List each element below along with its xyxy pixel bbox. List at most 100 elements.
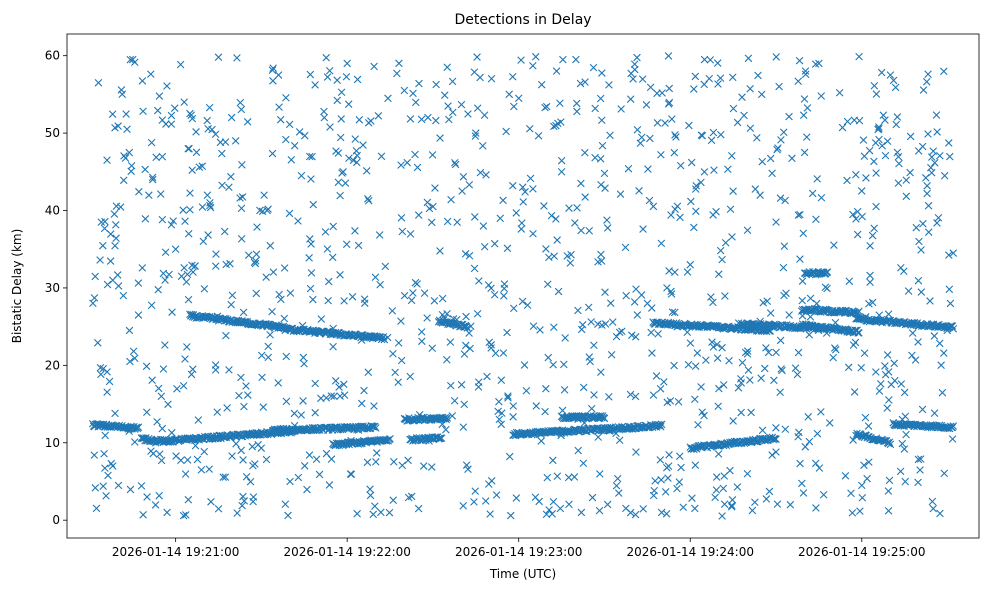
noise-marker-718 bbox=[182, 278, 191, 286]
noise-marker-1012 bbox=[220, 227, 229, 236]
noise-marker-807 bbox=[728, 73, 737, 82]
noise-marker-187 bbox=[135, 187, 143, 196]
noise-marker-354 bbox=[326, 123, 334, 131]
noise-marker-566 bbox=[918, 405, 927, 414]
noise-marker-518 bbox=[479, 222, 488, 230]
noise-marker-572 bbox=[306, 70, 315, 79]
noise-marker-245 bbox=[419, 462, 428, 470]
noise-marker-831 bbox=[179, 511, 188, 520]
noise-marker-197 bbox=[155, 491, 163, 500]
noise-marker-207 bbox=[496, 214, 505, 223]
noise-marker-1066 bbox=[213, 408, 222, 416]
noise-marker-724 bbox=[944, 139, 953, 147]
noise-marker-82 bbox=[751, 185, 760, 193]
track-4-marker-107 bbox=[376, 333, 385, 342]
noise-marker-970 bbox=[940, 469, 949, 478]
noise-marker-1072 bbox=[487, 341, 496, 349]
noise-marker-928 bbox=[320, 107, 328, 116]
noise-marker-341 bbox=[637, 291, 646, 299]
noise-marker-455 bbox=[613, 474, 622, 483]
track-4-marker-110 bbox=[379, 333, 388, 341]
noise-marker-41 bbox=[262, 273, 270, 281]
noise-marker-170 bbox=[471, 487, 480, 495]
noise-marker-311 bbox=[487, 284, 495, 293]
noise-marker-239 bbox=[914, 276, 923, 285]
noise-marker-728 bbox=[626, 390, 635, 399]
noise-marker-762 bbox=[881, 370, 890, 379]
noise-marker-263 bbox=[364, 368, 373, 377]
noise-marker-140 bbox=[785, 311, 793, 319]
noise-marker-381 bbox=[714, 450, 723, 458]
noise-marker-298 bbox=[914, 455, 923, 464]
noise-marker-3 bbox=[237, 105, 246, 114]
noise-marker-573 bbox=[906, 168, 914, 177]
noise-marker-716 bbox=[707, 136, 716, 145]
noise-marker-427 bbox=[679, 503, 688, 512]
noise-marker-901 bbox=[881, 116, 889, 124]
noise-marker-89 bbox=[589, 63, 598, 72]
noise-marker-812 bbox=[237, 235, 246, 243]
noise-marker-460 bbox=[857, 363, 866, 372]
noise-marker-852 bbox=[924, 228, 933, 236]
track-10-marker-21 bbox=[528, 430, 536, 439]
noise-marker-210 bbox=[740, 111, 748, 120]
noise-marker-232 bbox=[707, 293, 715, 301]
noise-marker-808 bbox=[388, 307, 397, 315]
noise-marker-670 bbox=[667, 290, 676, 298]
noise-marker-647 bbox=[556, 99, 564, 108]
noise-marker-678 bbox=[184, 229, 193, 238]
noise-marker-234 bbox=[690, 85, 698, 93]
noise-marker-893 bbox=[349, 156, 358, 165]
noise-marker-108 bbox=[928, 497, 937, 506]
noise-marker-250 bbox=[603, 500, 612, 509]
noise-marker-673 bbox=[158, 424, 167, 433]
noise-marker-610 bbox=[835, 88, 844, 97]
noise-marker-92 bbox=[336, 270, 344, 279]
noise-marker-352 bbox=[558, 406, 567, 415]
noise-marker-757 bbox=[228, 452, 236, 460]
noise-marker-289 bbox=[671, 131, 679, 139]
noise-marker-57 bbox=[96, 363, 105, 372]
noise-marker-1059 bbox=[638, 75, 647, 83]
noise-marker-833 bbox=[542, 510, 551, 519]
noise-marker-1024 bbox=[773, 500, 782, 508]
noise-marker-9 bbox=[838, 123, 847, 132]
noise-marker-281 bbox=[860, 349, 869, 357]
noise-marker-517 bbox=[243, 118, 252, 126]
noise-marker-735 bbox=[92, 504, 101, 513]
noise-marker-440 bbox=[734, 384, 743, 392]
detection-marker-47 bbox=[557, 168, 566, 176]
noise-marker-722 bbox=[607, 350, 616, 359]
noise-marker-151 bbox=[499, 196, 507, 205]
noise-marker-425 bbox=[285, 209, 294, 218]
detection-marker-27 bbox=[297, 171, 306, 180]
noise-marker-543 bbox=[762, 344, 770, 352]
noise-marker-615 bbox=[805, 330, 814, 339]
noise-marker-410 bbox=[665, 98, 674, 107]
noise-marker-601 bbox=[885, 396, 893, 404]
noise-marker-1064 bbox=[529, 61, 537, 70]
noise-marker-184 bbox=[179, 381, 188, 390]
noise-marker-766 bbox=[461, 341, 470, 350]
track-8-marker-33 bbox=[436, 434, 445, 442]
noise-marker-606 bbox=[352, 158, 361, 167]
track-8-marker-31 bbox=[434, 434, 443, 443]
detection-marker-25 bbox=[274, 71, 283, 79]
noise-marker-127 bbox=[756, 191, 764, 199]
noise-marker-680 bbox=[459, 423, 468, 431]
noise-marker-5 bbox=[725, 356, 733, 365]
detection-marker-13 bbox=[163, 508, 171, 517]
noise-marker-1041 bbox=[129, 347, 138, 356]
noise-marker-781 bbox=[561, 334, 569, 342]
noise-marker-532 bbox=[334, 149, 343, 157]
noise-marker-860 bbox=[187, 370, 196, 379]
detection-marker-48 bbox=[572, 55, 580, 64]
noise-marker-389 bbox=[101, 464, 109, 472]
detection-marker-30 bbox=[331, 377, 340, 385]
noise-marker-994 bbox=[199, 237, 208, 246]
noise-marker-905 bbox=[542, 384, 550, 393]
noise-marker-84 bbox=[277, 295, 285, 304]
detection-marker-68 bbox=[857, 481, 866, 490]
noise-marker-965 bbox=[817, 193, 826, 202]
noise-marker-258 bbox=[352, 147, 361, 155]
